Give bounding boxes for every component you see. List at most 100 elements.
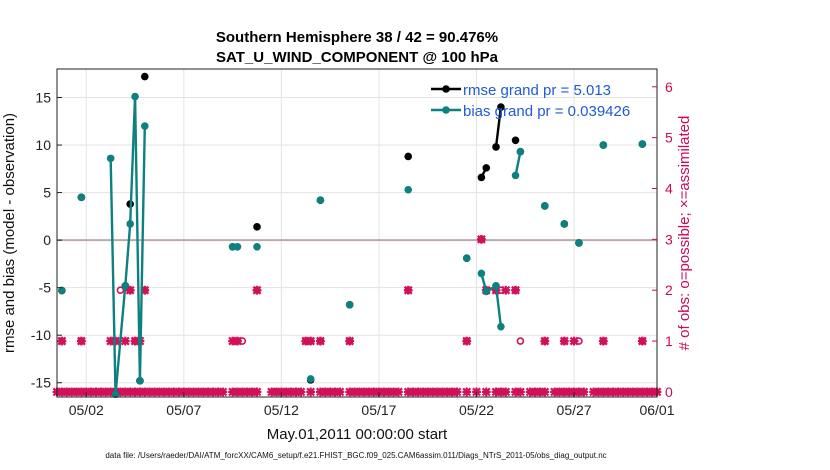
rmse-point bbox=[404, 152, 413, 161]
y-tick-label-right: 0 bbox=[665, 384, 673, 400]
bias-segment bbox=[114, 285, 127, 395]
footnote: data file: /Users/raeder/DAI/ATM_forcXX/… bbox=[105, 451, 606, 460]
bias-segment bbox=[138, 126, 147, 381]
bias-point bbox=[121, 281, 130, 290]
rmse-point bbox=[477, 173, 486, 182]
y-tick-label-right: 6 bbox=[665, 79, 673, 95]
bias-segment bbox=[133, 96, 142, 381]
series-layer bbox=[58, 72, 647, 398]
obs-assimilated-marker bbox=[476, 234, 486, 244]
bias-point bbox=[316, 196, 325, 204]
bias-point bbox=[511, 171, 520, 180]
bias-point bbox=[106, 154, 115, 163]
obs-assimilated-marker bbox=[252, 285, 262, 295]
x-tick-label: 05/22 bbox=[459, 402, 494, 418]
bias-point bbox=[58, 286, 66, 295]
obs-assimilated-marker bbox=[540, 336, 550, 346]
bias-point bbox=[306, 375, 315, 383]
bias-point bbox=[462, 254, 471, 262]
plot-area bbox=[57, 69, 657, 397]
obs-assimilated-marker bbox=[501, 285, 511, 295]
x-tick-label: 05/02 bbox=[69, 402, 104, 418]
bias-point bbox=[233, 242, 242, 251]
bias-point bbox=[638, 140, 647, 148]
y-tick-label-left: -5 bbox=[39, 280, 52, 296]
legend-bias-marker bbox=[442, 106, 450, 114]
obs-assimilated-marker bbox=[403, 285, 413, 295]
y-tick-label-right: 4 bbox=[665, 181, 673, 197]
legend-bias-label: bias grand pr = 0.039426 bbox=[463, 103, 630, 120]
y-tick-label-right: 5 bbox=[665, 130, 673, 146]
y-tick-label-right: 2 bbox=[665, 282, 673, 298]
obs-zero-marker bbox=[472, 387, 481, 397]
obs-assimilated-marker bbox=[559, 336, 569, 346]
x-tick-label: 05/12 bbox=[264, 402, 299, 418]
obs-zero-marker bbox=[394, 387, 403, 397]
bias-segment bbox=[514, 151, 522, 176]
rmse-point bbox=[253, 223, 261, 231]
legend: rmse grand pr = 5.013 bias grand pr = 0.… bbox=[431, 82, 630, 120]
bias-point bbox=[497, 322, 505, 331]
obs-zero-marker bbox=[462, 387, 472, 397]
bias-segment bbox=[109, 158, 117, 395]
legend-rmse-label: rmse grand pr = 5.013 bbox=[463, 82, 611, 99]
obs-zero-marker bbox=[306, 387, 316, 397]
obs-possible-marker bbox=[116, 286, 125, 295]
rmse-point bbox=[492, 143, 500, 151]
obs-zero-marker bbox=[540, 387, 550, 397]
obs-zero-marker bbox=[501, 387, 511, 397]
obs-assimilated-marker bbox=[120, 336, 130, 346]
bias-point bbox=[492, 281, 500, 290]
obs-assimilated-marker bbox=[306, 336, 316, 346]
y-axis-label-right: # of obs: o=possible; ×=assimilated bbox=[676, 116, 693, 351]
obs-assimilated-marker bbox=[233, 336, 242, 346]
obs-zero-marker bbox=[252, 387, 262, 397]
rmse-point bbox=[141, 72, 149, 81]
bias-point bbox=[111, 390, 120, 398]
obs-zero-marker bbox=[218, 387, 228, 397]
obs-assimilated-marker bbox=[511, 285, 520, 295]
bias-point bbox=[131, 92, 139, 101]
bias-point bbox=[482, 287, 491, 296]
bias-point bbox=[126, 220, 134, 228]
y-tick-label-left: 5 bbox=[43, 185, 51, 201]
y-tick-label-left: 0 bbox=[43, 232, 51, 248]
y-tick-label-right: 3 bbox=[665, 231, 673, 247]
obs-count-layer bbox=[52, 234, 662, 397]
obs-assimilated-marker bbox=[637, 336, 647, 346]
bias-point bbox=[516, 147, 525, 156]
obs-possible-marker bbox=[516, 337, 525, 345]
obs-assimilated-marker bbox=[462, 336, 472, 346]
bias-point bbox=[575, 239, 583, 247]
obs-assimilated-marker bbox=[57, 336, 67, 346]
plot-frame bbox=[56, 68, 658, 398]
x-tick-label: 05/07 bbox=[166, 402, 201, 418]
obs-assimilated-marker bbox=[76, 336, 86, 346]
bias-point bbox=[141, 122, 149, 130]
bias-point bbox=[345, 300, 354, 309]
bias-segment bbox=[124, 223, 132, 286]
bias-point bbox=[560, 220, 569, 228]
y-tick-label-left: 15 bbox=[35, 90, 51, 106]
y-tick-label-left: 10 bbox=[35, 137, 51, 153]
rmse-point bbox=[511, 136, 520, 145]
obs-assimilated-marker bbox=[598, 336, 608, 346]
rmse-point bbox=[482, 164, 491, 172]
obs-zero-marker bbox=[452, 387, 462, 397]
x-tick-label: 06/01 bbox=[639, 402, 674, 418]
obs-zero-marker bbox=[296, 387, 306, 397]
obs-zero-marker bbox=[335, 387, 345, 397]
obs-zero-marker bbox=[516, 387, 525, 397]
bias-point bbox=[599, 141, 608, 149]
y-axis-label-left: rmse and bias (model - observation) bbox=[1, 113, 18, 353]
chart-title-line2: SAT_U_WIND_COMPONENT @ 100 hPa bbox=[216, 49, 499, 66]
axis-ticks: 05/02 05/07 05/12 05/17 05/22 05/27 06/0115105… bbox=[31, 79, 675, 418]
bias-point bbox=[136, 377, 144, 385]
obs-assimilated-marker bbox=[316, 336, 325, 346]
y-tick-label-left: -10 bbox=[31, 327, 51, 343]
legend-rmse-marker bbox=[442, 85, 450, 93]
y-tick-label-right: 1 bbox=[665, 333, 673, 349]
obs-zero-marker bbox=[579, 387, 589, 397]
bias-point bbox=[77, 193, 86, 202]
